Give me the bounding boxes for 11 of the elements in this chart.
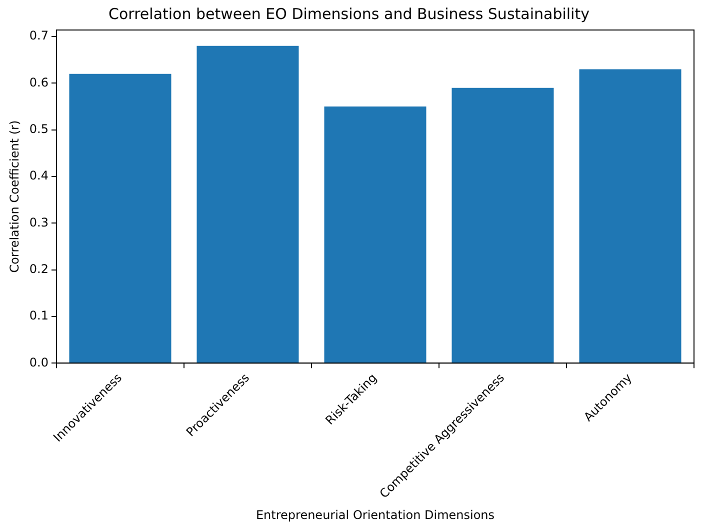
chart-title: Correlation between EO Dimensions and Business Sustainability [108, 4, 590, 23]
y-tick-label: 0.0 [29, 355, 48, 370]
y-tick-label: 0.2 [29, 262, 48, 276]
y-tick-label: 0.3 [29, 215, 48, 230]
y-tick-label: 0.7 [29, 28, 48, 43]
y-tick-label: 0.4 [29, 168, 48, 183]
y-axis-title: Correlation Coefficient (r) [7, 120, 22, 273]
y-tick-label: 0.5 [29, 122, 48, 136]
y-tick-label: 0.6 [29, 75, 48, 90]
x-axis-title: Entrepreneurial Orientation Dimensions [256, 508, 495, 522]
y-tick-label: 0.1 [29, 308, 48, 323]
